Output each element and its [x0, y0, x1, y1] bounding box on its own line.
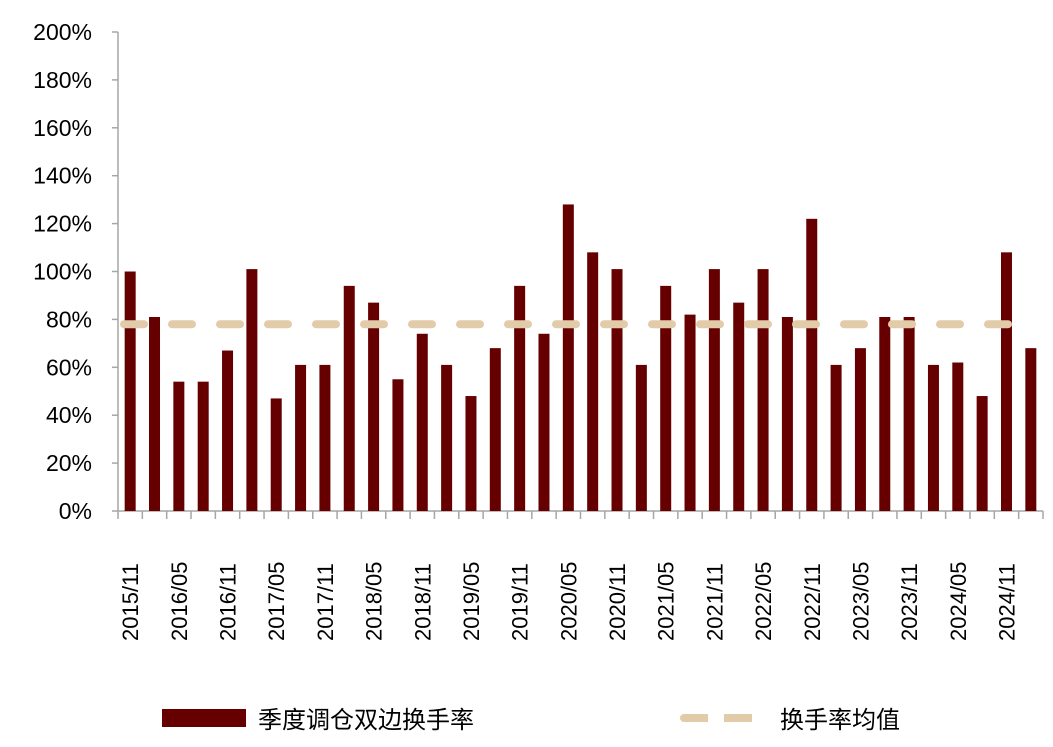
x-tick-label: 2024/05: [946, 561, 971, 641]
bar: [197, 381, 209, 511]
bar: [173, 381, 185, 511]
bar: [222, 350, 234, 511]
bar: [489, 348, 501, 511]
bar: [611, 269, 623, 511]
bar: [246, 269, 258, 511]
bar: [1000, 252, 1012, 511]
x-tick-label: 2023/11: [897, 563, 922, 641]
bar: [587, 252, 599, 511]
x-tick-label: 2022/11: [800, 563, 825, 641]
bar: [854, 348, 866, 511]
bar: [416, 333, 428, 511]
y-tick-label: 20%: [46, 450, 92, 476]
bar: [392, 379, 404, 511]
bar: [124, 271, 136, 511]
bar: [465, 396, 477, 511]
bar: [708, 269, 720, 511]
legend-item-mean: 换手率均值: [680, 700, 900, 735]
bar: [927, 364, 939, 511]
legend-label: 换手率均值: [780, 706, 900, 734]
y-tick-label: 140%: [33, 163, 92, 189]
y-tick-label: 100%: [33, 259, 92, 285]
bar: [270, 398, 282, 511]
bar: [635, 364, 647, 511]
x-tick-label: 2024/11: [994, 563, 1019, 641]
y-tick-label: 120%: [33, 211, 92, 237]
bar: [295, 364, 307, 511]
y-tick-label: 200%: [33, 19, 92, 45]
bar-chart: 0% 20% 40% 60% 80% 100% 120% 140% 160% 180% 200% 20…: [33, 19, 1044, 641]
x-tick-label: 2020/11: [605, 563, 630, 641]
legend-swatch-dash: [680, 713, 766, 722]
bar: [684, 314, 696, 511]
bar: [319, 364, 331, 511]
legend: 季度调仓双边换手率 换手率均值: [0, 700, 1053, 740]
y-tick-label: 80%: [46, 306, 92, 332]
x-tick-label: 2021/11: [702, 563, 727, 641]
x-tick-label: 2020/05: [556, 561, 581, 641]
legend-swatch-bar: [162, 708, 246, 727]
y-tick-label: 40%: [46, 402, 92, 428]
bar: [976, 396, 988, 511]
x-tick-label: 2017/11: [313, 563, 338, 641]
bar: [562, 204, 574, 511]
x-tick-label: 2021/05: [654, 561, 679, 641]
x-tick-label: 2018/05: [362, 561, 387, 641]
y-tick-label: 60%: [46, 354, 92, 380]
bar: [952, 362, 964, 511]
y-tick-label: 180%: [33, 67, 92, 93]
x-tick-label: 2015/11: [118, 563, 143, 641]
bar: [806, 218, 818, 511]
x-tick-label: 2016/05: [167, 561, 192, 641]
bar: [903, 317, 915, 511]
x-tick-label: 2017/05: [264, 561, 289, 641]
bar: [441, 364, 453, 511]
bar: [781, 317, 793, 511]
bar: [660, 285, 672, 511]
bar: [343, 285, 355, 511]
bar: [368, 302, 380, 511]
bar: [149, 317, 161, 511]
x-tick-label: 2022/05: [751, 561, 776, 641]
bar: [733, 302, 745, 511]
bar: [830, 364, 842, 511]
y-tick-label: 160%: [33, 115, 92, 141]
x-tick-label: 2019/11: [508, 563, 533, 641]
y-tick-label: 0%: [59, 498, 92, 524]
legend-label: 季度调仓双边换手率: [258, 706, 474, 734]
x-tick-label: 2016/11: [216, 563, 241, 641]
x-tick-label: 2018/11: [410, 563, 435, 641]
bar: [1025, 348, 1037, 511]
x-tick-label: 2019/05: [459, 561, 484, 641]
bar: [757, 269, 769, 511]
bar: [514, 285, 526, 511]
bar: [879, 317, 891, 511]
bar: [538, 333, 550, 511]
legend-item-turnover: 季度调仓双边换手率: [162, 700, 474, 735]
x-tick-label: 2023/05: [848, 561, 873, 641]
